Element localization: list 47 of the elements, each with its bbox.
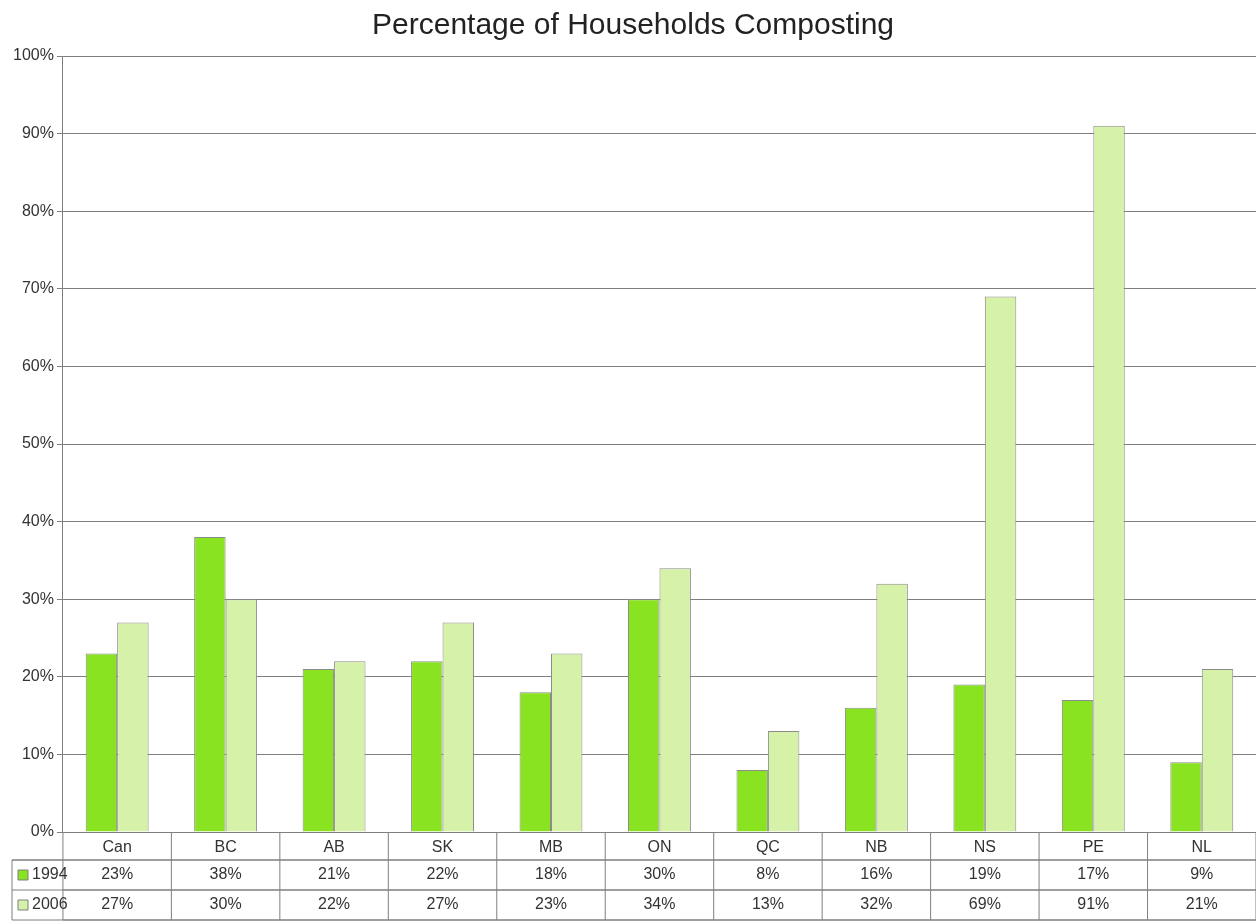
x-tick-label: QC [755, 838, 780, 856]
x-tick-label: NL [1191, 838, 1213, 856]
data-label: 91% [1077, 895, 1110, 913]
y-tick-label: 30% [21, 589, 54, 607]
legend-label: 2006 [32, 895, 68, 913]
data-label: 18% [534, 865, 568, 883]
data-label: 38% [209, 865, 242, 883]
data-label: 30% [643, 865, 676, 883]
y-tick-label: 0% [30, 822, 54, 840]
x-tick-label: PE [1082, 838, 1104, 856]
data-label: 27% [426, 895, 459, 913]
data-label: 23% [534, 895, 568, 913]
y-tick-label: 20% [21, 667, 54, 685]
y-tick-label: 80% [21, 201, 54, 219]
data-label: 21% [318, 865, 351, 883]
chart-title: Percentage of Households Composting [372, 7, 894, 41]
x-tick-label: SK [431, 838, 454, 856]
x-tick-label: Can [102, 838, 132, 856]
x-tick-label: ON [647, 838, 672, 856]
y-tick-label: 90% [21, 124, 54, 142]
y-tick-label: 50% [21, 434, 54, 452]
y-tick-label: 60% [21, 356, 54, 374]
data-label: 9% [1190, 865, 1214, 883]
x-tick-label: NB [865, 838, 888, 856]
data-label: 27% [101, 895, 134, 913]
data-label: 19% [968, 865, 1001, 883]
y-tick-label: 40% [21, 512, 54, 530]
x-tick-label: MB [539, 838, 563, 856]
legend-label: 1994 [32, 865, 68, 883]
data-label: 69% [968, 895, 1001, 913]
y-tick-label: 70% [21, 279, 54, 297]
data-label: 16% [860, 865, 893, 883]
data-label: 13% [751, 895, 784, 913]
x-tick-label: NS [973, 838, 996, 856]
data-label: 17% [1077, 865, 1110, 883]
x-tick-label: BC [214, 838, 237, 856]
data-label: 34% [643, 895, 676, 913]
data-label: 22% [318, 895, 351, 913]
data-label: 23% [101, 865, 134, 883]
data-label: 8% [756, 865, 780, 883]
data-label: 32% [860, 895, 893, 913]
data-label: 30% [209, 895, 242, 913]
y-tick-label: 100% [13, 46, 54, 64]
data-label: 22% [426, 865, 459, 883]
x-tick-label: AB [323, 838, 345, 856]
y-tick-label: 10% [21, 744, 54, 762]
data-label: 21% [1185, 895, 1218, 913]
